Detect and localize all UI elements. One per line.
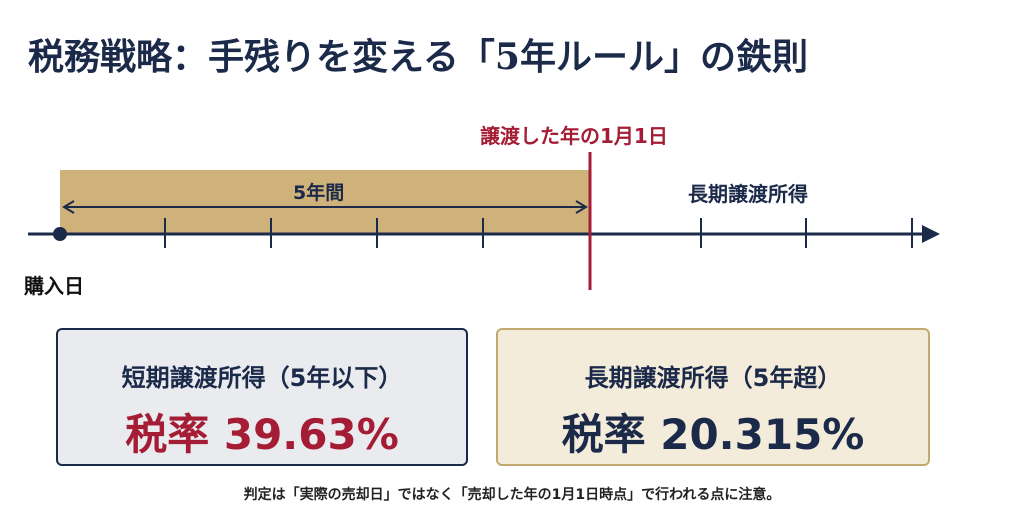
- cutoff-date-label: 譲渡した年の1月1日: [480, 124, 668, 148]
- page-title: 税務戦略：手残りを変える「5年ルール」の鉄則: [28, 36, 808, 78]
- short-term-gain-box: 短期譲渡所得（5年以下） 税率 39.63%: [56, 328, 468, 466]
- short-term-tax-rate: 税率 39.63%: [125, 410, 399, 459]
- timeline-ticks: [164, 218, 913, 248]
- five-year-period-label: 5年間: [293, 182, 345, 204]
- five-year-span-arrow: [62, 200, 588, 214]
- timeline-graphic: [28, 152, 940, 290]
- footnote: 判定は「実際の売却日」ではなく「売却した年の1月1日時点」で行われる点に注意。: [243, 487, 781, 503]
- purchase-date-label: 購入日: [24, 274, 84, 298]
- short-term-gain-label: 短期譲渡所得（5年以下）: [121, 364, 403, 392]
- long-term-tax-rate: 税率 20.315%: [561, 410, 865, 459]
- long-term-gain-box: 長期譲渡所得（5年超） 税率 20.315%: [496, 328, 930, 466]
- timeline-arrowhead: [922, 225, 940, 243]
- long-term-gain-label-box: 長期譲渡所得（5年超）: [584, 364, 842, 392]
- holding-period-timeline: 譲渡した年の1月1日 5年間 長期譲渡所得 購入日: [24, 124, 940, 298]
- purchase-date-marker: [53, 227, 67, 241]
- five-year-band: [60, 170, 590, 234]
- long-term-gain-label: 長期譲渡所得: [688, 182, 808, 206]
